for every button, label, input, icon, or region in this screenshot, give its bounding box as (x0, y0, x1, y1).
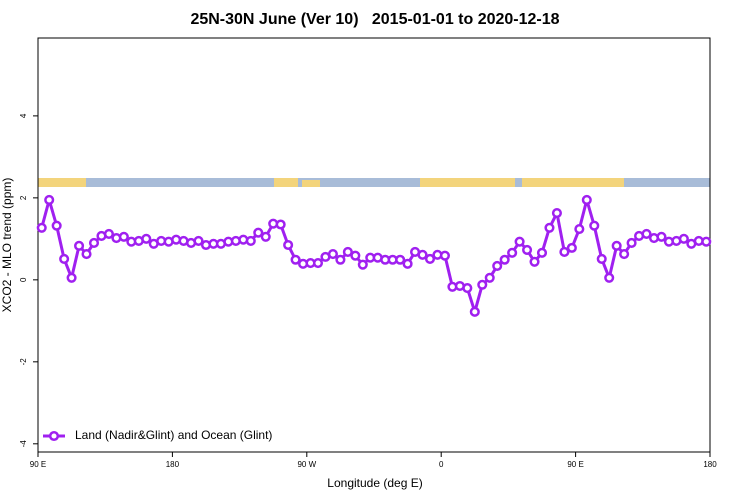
chart-title: 25N-30N June (Ver 10) 2015-01-01 to 2020… (190, 11, 559, 28)
data-point (260, 231, 271, 242)
y-axis-title: XCO2 - MLO trend (ppm) (0, 178, 14, 313)
data-point (611, 240, 622, 251)
y-tick-label: 0 (19, 277, 28, 282)
x-tick-label: 0 (439, 460, 444, 469)
data-point (626, 237, 637, 249)
data-point (551, 207, 562, 219)
x-tick-label: 180 (703, 460, 717, 469)
data-point (484, 272, 495, 283)
data-point (477, 279, 488, 290)
data-point (656, 231, 667, 242)
data-point (596, 253, 607, 264)
data-point (641, 228, 652, 239)
data-point (589, 220, 600, 231)
data-point (350, 250, 361, 261)
data-point (327, 248, 338, 260)
data-point (51, 220, 62, 231)
data-point (245, 235, 256, 246)
data-point (469, 306, 480, 317)
y-tick-label: -4 (19, 440, 28, 448)
x-tick-label: 90 E (567, 460, 583, 469)
data-point (507, 247, 518, 258)
data-point (335, 254, 346, 265)
data-point (462, 282, 473, 294)
data-point (604, 272, 615, 283)
data-point (559, 246, 570, 258)
data-point (499, 254, 510, 265)
data-point (701, 236, 712, 247)
data-point (275, 219, 286, 230)
data-point (395, 254, 406, 265)
x-tick-label: 90 W (297, 460, 316, 469)
data-point (619, 248, 630, 260)
data-point (118, 231, 129, 242)
data-point (522, 244, 533, 255)
data-point (357, 259, 368, 270)
data-point (574, 223, 585, 235)
data-point (439, 250, 450, 261)
map-strip (38, 178, 710, 187)
x-tick-label: 180 (166, 460, 180, 469)
data-point (74, 240, 85, 251)
data-point (402, 258, 413, 269)
data-point (253, 227, 264, 238)
data-point (312, 257, 324, 269)
data-point (88, 237, 100, 249)
legend-marker (48, 430, 60, 442)
data-point (342, 246, 353, 258)
x-axis-title: Longitude (deg E) (327, 476, 422, 490)
y-tick-label: 2 (19, 195, 28, 200)
y-tick-label: -2 (19, 358, 28, 366)
data-point (544, 222, 555, 233)
data-point (44, 194, 55, 205)
data-point (678, 233, 689, 244)
data-point (81, 248, 92, 260)
data-point (141, 233, 152, 244)
data-point (36, 222, 47, 233)
data-point (581, 194, 592, 205)
data-point (59, 253, 70, 264)
data-point (492, 260, 503, 271)
legend-label: Land (Nadir&Glint) and Ocean (Glint) (75, 428, 272, 442)
data-point (424, 253, 436, 264)
data-point (529, 256, 540, 267)
data-point (283, 239, 294, 251)
data-point (66, 272, 77, 283)
data-point (566, 242, 577, 253)
y-tick-label: 4 (19, 113, 28, 118)
data-point (536, 247, 548, 258)
data-point (514, 236, 525, 247)
x-tick-label: 90 E (30, 460, 46, 469)
data-point (103, 228, 114, 239)
data-point (417, 249, 428, 260)
data-point (290, 254, 301, 265)
data-point (193, 235, 204, 246)
